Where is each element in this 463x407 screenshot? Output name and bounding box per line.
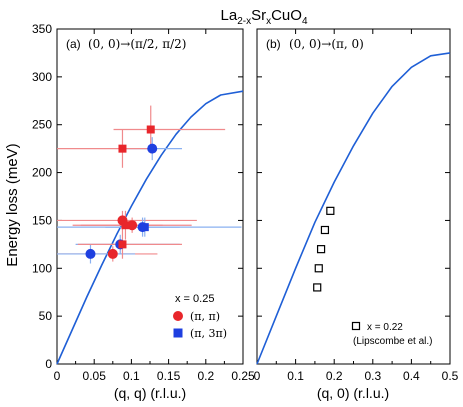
point-a-2-3 [121,221,130,230]
panel-a-points [57,105,242,264]
panel-b-frame [256,28,451,365]
panel-a-legend: x = 0.25 (π, π) (π, 3π) [173,293,227,340]
panel-a-ticks: 0 0.05 0.1 0.15 0.2 0.25 0 50 100 150 200 250 300 350 [32,22,255,383]
legend-blue-square-marker [173,328,183,338]
point-b-0-4 [326,206,335,215]
point-a-1-1 [85,248,96,259]
point-b-0-3 [320,225,330,235]
x-tick-label-b-1: 0.1 [287,369,304,383]
panel-b-legend: x = 0.22 (Lipscombe et al.) [351,321,432,347]
point-b-0-0 [313,283,322,292]
panel-a-curve [56,90,244,365]
y-tick-label-1: 50 [39,309,53,323]
legend-title: x = 0.25 [175,293,214,305]
panel-b-curve [256,52,451,365]
legend-red-label: (π, π) [190,310,220,323]
point-b-0-2 [316,245,326,254]
point-a-1-0 [147,143,158,154]
panel-b-label: (b) [266,37,281,51]
panel-a-path-label: (0, 0)→(π/2, π/2) [88,37,186,51]
x-tick-label-a-2: 0.1 [123,369,140,383]
dispersion-curve-a [56,90,244,365]
x-tick-label-b-0: 0 [254,369,261,383]
x-tick-label-a-5: 0.25 [231,369,255,383]
dispersion-curve-b [256,52,451,365]
x-tick-label-b-2: 0.2 [326,369,343,383]
point-a-2-0 [118,144,127,153]
x-tick-label-a-3: 0.15 [157,369,181,383]
panel-b-xlabel: (q, 0) (r.l.u.) [317,385,389,401]
panel-a: 0 0.05 0.1 0.15 0.2 0.25 0 50 100 150 200 250 300 350… [32,22,255,401]
y-tick-label-7: 350 [32,22,52,36]
x-tick-label-a-4: 0.2 [197,369,214,383]
point-a-2-2 [118,240,127,249]
panel-b-ticks: 0 0.1 0.2 0.3 0.4 0.5 [254,28,459,383]
panel-a-label: (a) [66,37,81,51]
x-tick-label-b-5: 0.5 [442,369,459,383]
point-b-0-1 [314,264,323,273]
x-tick-label-a-0: 0 [54,369,61,383]
point-a-0-2 [107,248,118,259]
panel-a-xlabel: (q, q) (r.l.u.) [114,385,186,401]
y-axis-label: Energy loss (meV) [4,143,21,266]
panel-b: 0 0.1 0.2 0.3 0.4 0.5 (b) (0, 0)→(π, 0) (q, 0… [254,28,459,401]
y-tick-label-0: 0 [45,357,52,371]
legend-red-circle-marker [173,311,183,321]
point-a-0-1 [127,220,138,231]
y-tick-label-4: 200 [32,166,52,180]
figure-title: La2-xSrxCuO4 [221,7,308,27]
panel-b-points [313,206,335,292]
point-a-2-1 [146,125,155,134]
legend-open-square-marker [351,321,361,331]
y-tick-label-6: 300 [32,70,52,84]
panel-b-path-label: (0, 0)→(π, 0) [289,37,364,51]
legend-blue-label: (π, 3π) [190,327,227,340]
y-tick-label-3: 150 [32,213,52,227]
legend-lipscombe-ref: (Lipscombe et al.) [353,336,432,347]
y-tick-label-5: 250 [32,118,52,132]
x-tick-label-b-3: 0.3 [364,369,381,383]
point-a-3-0 [140,223,149,232]
x-tick-label-b-4: 0.4 [403,369,420,383]
legend-lipscombe-label: x = 0.22 [367,322,403,333]
y-tick-label-2: 100 [32,261,52,275]
x-tick-label-a-1: 0.05 [83,369,107,383]
